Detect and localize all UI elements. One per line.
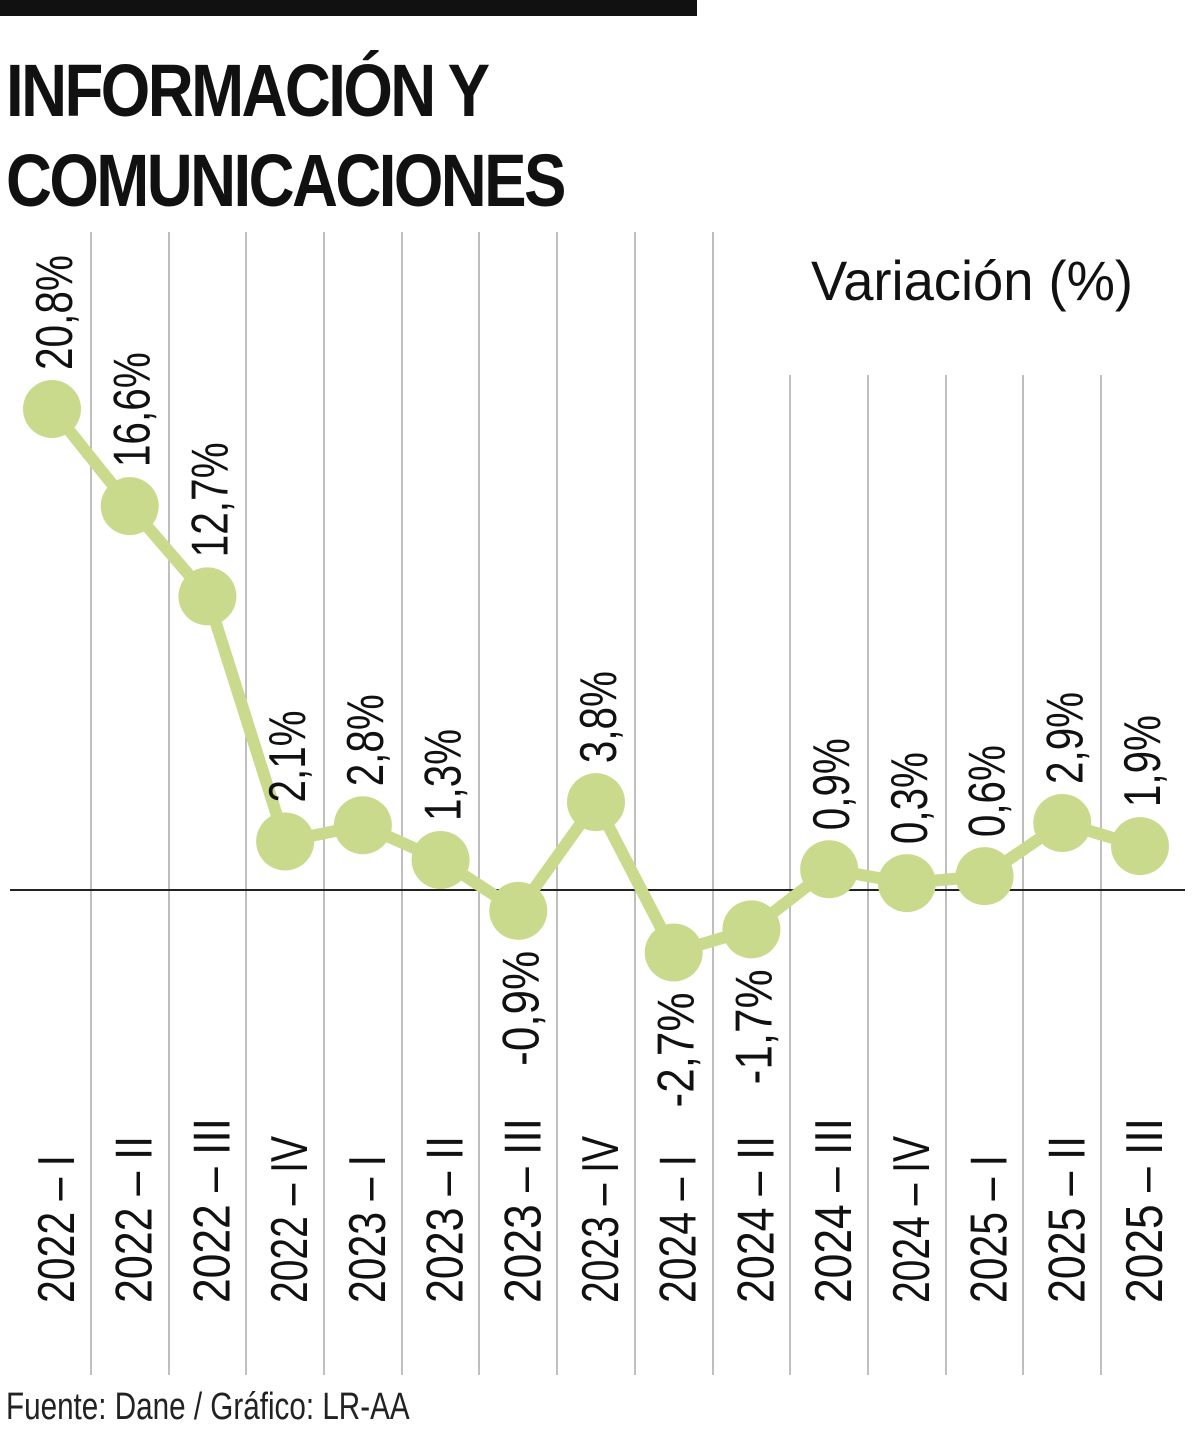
x-tick-label: 2023 – IV xyxy=(572,1136,630,1303)
top-bar xyxy=(0,0,697,16)
data-point xyxy=(800,840,859,899)
data-label: 2,1% xyxy=(259,710,317,802)
data-labels: 20,8% 16,6% 12,7% 2,1% 2,8% 1,3% -0,9% 3,8% -2,7… xyxy=(26,255,1172,1107)
chart-title-line-1: INFORMACIÓN Y xyxy=(6,49,490,132)
data-label: -2,7% xyxy=(648,992,706,1107)
data-label: 12,7% xyxy=(181,442,239,557)
x-tick-label: 2023 – II xyxy=(417,1136,475,1303)
data-label: 2,9% xyxy=(1036,692,1094,784)
chart-title-line-2: COMUNICACIONES xyxy=(6,139,566,222)
x-tick-labels: 2022 – I 2022 – II 2022 – III 2022 – IV 2023… xyxy=(28,1118,1174,1303)
data-label: 0,3% xyxy=(881,752,939,844)
x-tick-label: 2023 – III xyxy=(494,1118,552,1303)
line-chart: Variación (%) 20,8% 16,6% 12,7% 2,1% 2,8% 1,3… xyxy=(10,232,1185,1375)
data-label: 16,6% xyxy=(104,352,162,467)
data-label: 1,3% xyxy=(415,729,473,821)
data-label: 20,8% xyxy=(26,255,84,370)
data-point xyxy=(644,923,703,982)
data-label: -0,9% xyxy=(492,951,550,1066)
data-label: 3,8% xyxy=(570,671,628,763)
data-point xyxy=(256,812,315,871)
x-tick-label: 2022 – I xyxy=(28,1155,86,1303)
x-tick-label: 2022 – II xyxy=(106,1136,164,1303)
x-tick-label: 2024 – III xyxy=(805,1118,863,1303)
data-label: 1,9% xyxy=(1114,715,1172,807)
data-point xyxy=(722,900,781,959)
data-label: 2,8% xyxy=(337,694,395,786)
x-tick-label: 2022 – III xyxy=(183,1118,241,1303)
y-axis-label: Variación (%) xyxy=(811,249,1133,312)
data-label: 0,6% xyxy=(959,745,1017,837)
data-label: -1,7% xyxy=(725,969,783,1084)
data-point xyxy=(100,477,159,536)
x-tick-label: 2022 – IV xyxy=(261,1136,319,1303)
x-tick-label: 2025 – III xyxy=(1116,1118,1174,1303)
data-point xyxy=(955,847,1014,906)
data-point xyxy=(1033,793,1092,852)
chart-title: INFORMACIÓN Y COMUNICACIONES xyxy=(6,46,625,226)
x-tick-label: 2024 – II xyxy=(727,1136,785,1303)
x-tick-label: 2024 – IV xyxy=(883,1136,941,1303)
data-point xyxy=(877,854,936,913)
data-point xyxy=(178,567,237,626)
x-tick-label: 2023 – I xyxy=(339,1155,397,1303)
data-label: 0,9% xyxy=(803,738,861,830)
x-tick-label: 2024 – I xyxy=(650,1155,708,1303)
x-tick-label: 2025 – I xyxy=(961,1155,1019,1303)
data-point xyxy=(1111,817,1169,876)
data-point xyxy=(411,830,470,889)
source-note: Fuente: Dane / Gráfico: LR-AA xyxy=(6,1386,410,1428)
data-point xyxy=(23,380,81,438)
data-point xyxy=(489,881,548,940)
data-point xyxy=(333,796,392,855)
data-points xyxy=(23,380,1169,982)
data-point xyxy=(567,773,625,832)
x-tick-label: 2025 – II xyxy=(1038,1136,1096,1303)
